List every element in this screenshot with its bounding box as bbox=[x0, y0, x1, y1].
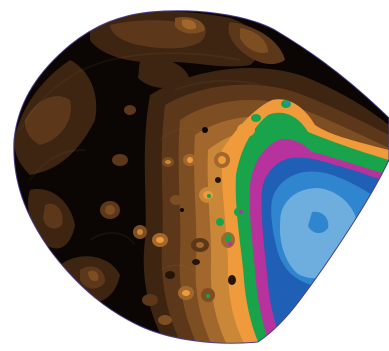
contour-level-4 bbox=[158, 315, 172, 325]
contour-hotspots bbox=[100, 100, 291, 325]
contour-level-11 bbox=[308, 211, 329, 234]
contour-level-3 bbox=[112, 154, 128, 166]
contour-level-1 bbox=[192, 259, 200, 265]
contour-level-3 bbox=[142, 294, 158, 306]
contour-level-7 bbox=[187, 157, 193, 163]
contour-level-1 bbox=[228, 275, 236, 285]
contour-level-9 bbox=[239, 210, 243, 214]
contour-level-4 bbox=[240, 28, 268, 54]
contour-level-8 bbox=[206, 294, 210, 298]
contour-level-3 bbox=[124, 105, 136, 115]
contour-level-9 bbox=[228, 242, 232, 246]
contour-level-6 bbox=[137, 229, 143, 235]
contour-level-5 bbox=[196, 242, 204, 248]
contour-level-7 bbox=[182, 290, 190, 296]
contour-level-4 bbox=[105, 205, 115, 215]
contour-level-7 bbox=[156, 237, 164, 243]
contour-level-7 bbox=[218, 156, 226, 164]
contour-level-11 bbox=[285, 101, 289, 105]
contour-level-3 bbox=[43, 203, 63, 229]
contour-level-5 bbox=[182, 19, 197, 30]
contour-level-1 bbox=[165, 271, 175, 279]
contour-lines bbox=[19, 53, 261, 279]
contour-level-8 bbox=[216, 218, 224, 226]
contour-level-4 bbox=[88, 270, 99, 282]
contour-level-6 bbox=[165, 160, 171, 164]
contour-level-3 bbox=[24, 96, 71, 145]
contour-level-2 bbox=[138, 58, 190, 89]
contour-level-8 bbox=[251, 114, 261, 122]
contour-dark-pockets bbox=[165, 127, 236, 285]
contour-region-west bbox=[14, 60, 120, 303]
contour-level-7 bbox=[237, 123, 255, 137]
contour-level-4 bbox=[170, 195, 182, 205]
contour-level-0 bbox=[202, 127, 208, 133]
contour-level-0 bbox=[180, 208, 184, 212]
contour-level-8 bbox=[225, 234, 231, 242]
contour-level-1 bbox=[215, 177, 221, 183]
contour-region-north bbox=[90, 11, 285, 89]
contour-level-8 bbox=[207, 194, 211, 198]
